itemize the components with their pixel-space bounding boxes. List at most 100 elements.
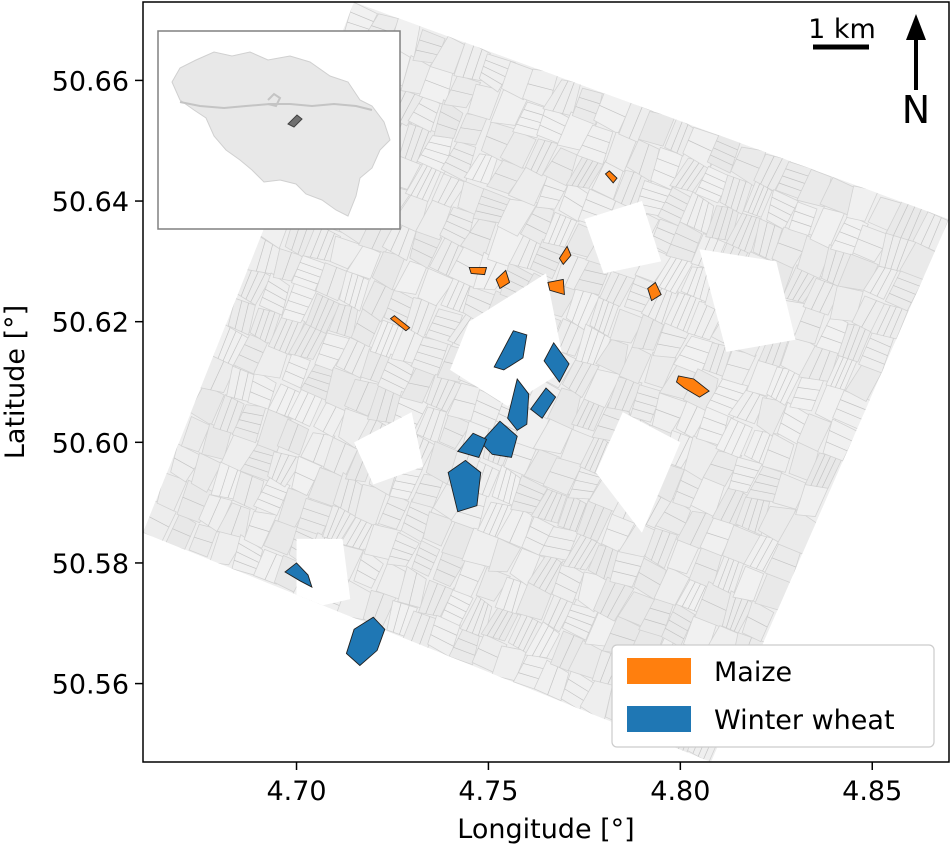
parcel-boundary <box>399 93 416 123</box>
parcel-boundary <box>331 509 346 540</box>
parcel-boundary <box>333 443 346 473</box>
parcel-boundary <box>360 559 380 573</box>
parcel-boundary <box>526 241 538 269</box>
parcel-boundary <box>351 344 366 374</box>
parcel <box>510 474 548 514</box>
parcel-boundary <box>754 481 779 488</box>
legend-swatch-winter-wheat <box>627 706 691 732</box>
parcel-boundary <box>174 457 195 470</box>
parcel-boundary <box>876 305 891 335</box>
parcel-boundary <box>607 584 626 618</box>
parcel-boundary <box>478 203 506 212</box>
parcel-boundary <box>418 616 431 647</box>
parcel-boundary <box>483 503 498 533</box>
parcel-boundary <box>718 385 745 395</box>
parcel-boundary <box>847 325 861 359</box>
parcel-boundary <box>265 484 287 494</box>
parcel-boundary <box>398 402 423 415</box>
parcel-boundary <box>548 535 575 542</box>
parcel-boundary <box>583 502 597 537</box>
parcel-boundary <box>676 124 689 154</box>
parcel-boundary <box>654 287 669 321</box>
parcel-boundary <box>780 422 804 436</box>
parcel-boundary <box>437 240 453 272</box>
parcel-boundary <box>406 514 428 526</box>
parcel <box>837 253 879 292</box>
parcel-boundary <box>480 155 493 183</box>
parcel <box>291 455 323 497</box>
parcel-boundary <box>481 195 509 206</box>
parcel-boundary <box>758 432 771 463</box>
parcel-boundary <box>395 539 416 550</box>
parcel <box>732 565 765 602</box>
parcel-boundary <box>741 497 753 527</box>
parcel-boundary <box>346 515 364 546</box>
parcel-boundary <box>284 308 305 316</box>
parcel-boundary <box>908 206 923 241</box>
parcel-boundary <box>259 310 270 339</box>
parcel <box>761 432 795 473</box>
parcel-boundary <box>751 431 763 460</box>
parcel-boundary <box>736 158 761 170</box>
parcel-boundary <box>416 163 435 198</box>
winter-wheat-field <box>456 432 488 458</box>
parcel-boundary <box>793 396 816 401</box>
parcel-boundary <box>889 308 903 338</box>
parcel-boundary <box>810 454 826 486</box>
parcel <box>491 464 521 507</box>
parcel-boundary <box>309 226 323 258</box>
parcel-boundary <box>727 559 740 593</box>
clearing <box>354 412 424 485</box>
parcel-boundary <box>450 89 474 96</box>
parcel-boundary <box>713 147 736 158</box>
parcel-boundary <box>382 512 401 521</box>
parcel-boundary <box>816 455 832 487</box>
maize-field <box>604 170 618 184</box>
parcel-boundary <box>425 79 450 90</box>
parcel <box>766 189 800 230</box>
parcel-boundary <box>884 234 895 268</box>
parcel-boundary <box>294 323 312 356</box>
parcel-boundary <box>387 361 412 376</box>
parcel-boundary <box>465 598 482 632</box>
parcel-boundary <box>245 269 260 300</box>
parcel-boundary <box>443 179 460 206</box>
parcel-boundary <box>322 342 345 350</box>
parcel-boundary <box>248 457 274 466</box>
parcel <box>287 321 329 360</box>
north-arrow: N <box>902 14 930 132</box>
parcel-boundary <box>628 173 643 208</box>
parcel-boundary <box>587 331 599 364</box>
maize-field <box>647 281 662 302</box>
parcel-boundary <box>385 325 399 357</box>
parcel-boundary <box>581 327 593 362</box>
parcel-boundary <box>443 427 464 437</box>
winter-wheat-field <box>530 387 557 419</box>
parcel-boundary <box>717 557 730 588</box>
parcel-boundary <box>516 492 541 502</box>
parcel-boundary <box>182 496 207 508</box>
parcel-boundary <box>756 188 769 216</box>
parcel-boundary <box>304 382 331 394</box>
parcel-boundary <box>469 232 491 240</box>
parcel-boundary <box>603 547 614 579</box>
y-tick-label: 50.56 <box>52 670 129 701</box>
y-axis-ticks: 50.56 50.58 50.60 50.62 50.64 50.66 <box>52 66 143 701</box>
parcel-boundary <box>509 452 532 461</box>
parcel <box>386 531 420 567</box>
parcel-boundary <box>326 507 340 539</box>
parcel-boundary <box>482 467 493 495</box>
parcel-boundary <box>302 392 317 424</box>
parcel-boundary <box>547 666 559 695</box>
parcel-boundary <box>642 187 671 198</box>
parcel-boundary <box>408 382 430 388</box>
legend-label-winter-wheat: Winter wheat <box>714 705 895 736</box>
parcel-boundary <box>539 558 558 589</box>
parcel-boundary <box>512 615 528 646</box>
parcel-boundary <box>670 243 695 254</box>
parcel-boundary <box>797 387 820 391</box>
parcel-boundary <box>410 127 424 161</box>
parcel-boundary <box>571 488 594 493</box>
parcel-boundary <box>800 320 821 329</box>
parcel-boundary <box>300 325 318 357</box>
